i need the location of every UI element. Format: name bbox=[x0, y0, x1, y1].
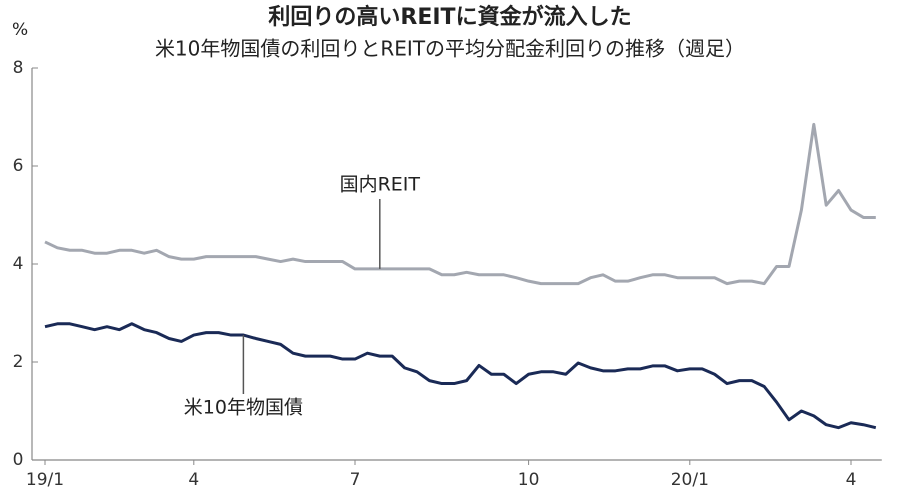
y-tick-label: 0 bbox=[13, 450, 24, 470]
x-tick-label: 7 bbox=[350, 470, 361, 490]
x-tick-label: 10 bbox=[518, 470, 540, 490]
chart-subtitle: 米10年物国債の利回りとREITの平均分配金利回りの推移（週足） bbox=[155, 37, 745, 61]
x-tick-label: 4 bbox=[188, 470, 199, 490]
x-tick-label: 20/1 bbox=[671, 470, 709, 490]
series-label: 米10年物国債 bbox=[184, 397, 303, 419]
y-tick-label: 8 bbox=[13, 58, 24, 78]
series-label: 国内REIT bbox=[340, 174, 421, 196]
series-line bbox=[44, 322, 877, 430]
y-tick-label: 2 bbox=[13, 352, 24, 372]
y-unit: % bbox=[12, 20, 28, 40]
chart-title: 利回りの高いREITに資金が流入した bbox=[268, 4, 631, 30]
y-tick-label: 4 bbox=[13, 254, 24, 274]
series-line bbox=[44, 122, 876, 286]
x-tick-label: 4 bbox=[846, 470, 857, 490]
x-tick-label: 19/1 bbox=[26, 470, 64, 490]
y-tick-label: 6 bbox=[13, 156, 24, 176]
